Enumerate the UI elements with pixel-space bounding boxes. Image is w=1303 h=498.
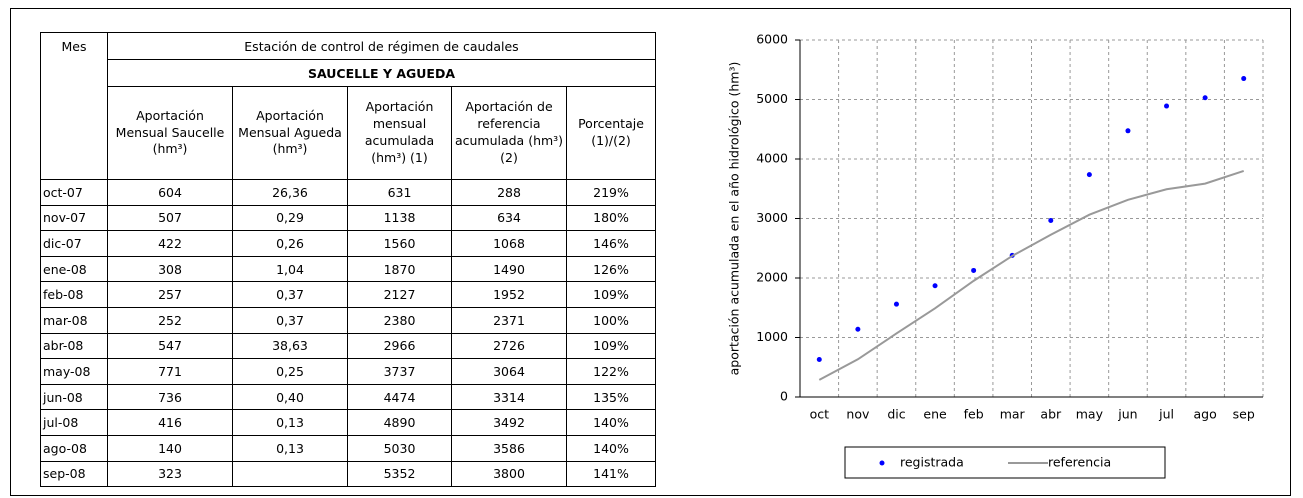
y-tick-label: 0	[780, 389, 788, 404]
column-header: Aportación Mensual Saucelle (hm³)	[107, 86, 233, 180]
table-cell: 1490	[451, 255, 567, 283]
y-tick-label: 6000	[756, 32, 788, 47]
data-point	[1125, 128, 1131, 134]
table-cell: 3800	[451, 460, 567, 488]
data-point	[1164, 103, 1170, 109]
table-cell: 109%	[566, 281, 656, 308]
table-cell: may-08	[40, 358, 108, 385]
table-cell: 2380	[347, 306, 452, 334]
table-cell: jun-08	[40, 383, 108, 411]
table-cell: 26,36	[232, 179, 348, 206]
table-cell: 422	[107, 230, 233, 257]
table-cell: 736	[107, 383, 233, 411]
x-tick-label: sep	[1233, 407, 1255, 422]
x-tick-label: ene	[923, 407, 947, 422]
table-cell: mar-08	[40, 306, 108, 334]
table-cell: 140	[107, 434, 233, 462]
legend-label: referencia	[1048, 455, 1111, 470]
data-point	[855, 326, 861, 332]
x-tick-label: abr	[1040, 407, 1062, 422]
table-cell: 126%	[566, 255, 656, 283]
column-header: Aportación Mensual Agueda (hm³)	[232, 86, 348, 180]
x-tick-label: oct	[810, 407, 830, 422]
table-cell: 1,04	[232, 255, 348, 283]
table-cell: 1952	[451, 281, 567, 308]
group-header: Estación de control de régimen de caudal…	[107, 32, 656, 60]
y-axis-label: aportación acumulada en el año hidrológi…	[727, 62, 742, 376]
x-tick-label: jul	[1158, 407, 1174, 422]
table-cell: 2127	[347, 281, 452, 308]
x-tick-label: nov	[846, 407, 870, 422]
station-header: SAUCELLE Y AGUEDA	[107, 59, 656, 87]
column-header: Porcentaje (1)/(2)	[566, 86, 656, 180]
y-tick-label: 2000	[756, 270, 788, 285]
table-cell: 323	[107, 460, 233, 488]
table-cell: 2726	[451, 332, 567, 360]
column-header: Aportación mensual acumulada (hm³) (1)	[347, 86, 452, 180]
table-cell: 288	[451, 179, 567, 206]
table-cell: 3064	[451, 358, 567, 385]
table-cell: 4890	[347, 409, 452, 436]
legend-box	[844, 446, 1166, 479]
frame	[10, 8, 1291, 496]
data-point	[816, 356, 822, 362]
y-tick-label: 4000	[756, 151, 788, 166]
column-header: Aportación de referencia acumulada (hm³)…	[451, 86, 567, 180]
table-cell: jul-08	[40, 409, 108, 436]
data-point	[1202, 95, 1208, 101]
column-header: Mes	[40, 32, 108, 180]
table-cell: 634	[451, 204, 567, 232]
data-point	[1241, 76, 1247, 82]
table-cell: 0,29	[232, 204, 348, 232]
data-point	[1086, 172, 1092, 178]
table-cell: oct-07	[40, 179, 108, 206]
table-cell: 141%	[566, 460, 656, 488]
table-cell: 219%	[566, 179, 656, 206]
legend-marker	[879, 460, 885, 466]
table-cell: 146%	[566, 230, 656, 257]
table-cell: 5352	[347, 460, 452, 488]
table-cell: abr-08	[40, 332, 108, 360]
table-cell: 771	[107, 358, 233, 385]
table-cell: 2966	[347, 332, 452, 360]
table-cell	[232, 460, 348, 488]
table-cell: 100%	[566, 306, 656, 334]
legend-label: registrada	[900, 455, 964, 470]
table-cell: 135%	[566, 383, 656, 411]
data-point	[971, 267, 977, 273]
data-line	[818, 169, 1245, 381]
table-cell: 109%	[566, 332, 656, 360]
table-cell: ago-08	[40, 434, 108, 462]
table-cell: 122%	[566, 358, 656, 385]
table-cell: 0,13	[232, 434, 348, 462]
x-tick-label: ago	[1194, 407, 1217, 422]
flow-table: Mes Estación de control de régimen de ca…	[40, 32, 656, 488]
data-point	[932, 283, 938, 289]
y-tick-label: 1000	[756, 329, 788, 344]
data-point	[893, 301, 899, 307]
x-tick-label: mar	[1000, 407, 1026, 422]
y-tick-label: 5000	[756, 91, 788, 106]
table-cell: 257	[107, 281, 233, 308]
x-tick-label: dic	[887, 407, 905, 422]
table-cell: 308	[107, 255, 233, 283]
x-tick-label: feb	[964, 407, 984, 422]
table-cell: 3737	[347, 358, 452, 385]
table-cell: feb-08	[40, 281, 108, 308]
table-cell: 507	[107, 204, 233, 232]
x-tick-label: may	[1076, 407, 1104, 422]
table-cell: 252	[107, 306, 233, 334]
table-cell: 3492	[451, 409, 567, 436]
table-cell: sep-08	[40, 460, 108, 488]
x-tick-label: jun	[1117, 407, 1137, 422]
data-point	[1048, 218, 1054, 224]
table-cell: 1870	[347, 255, 452, 283]
y-tick-label: 3000	[756, 210, 788, 225]
